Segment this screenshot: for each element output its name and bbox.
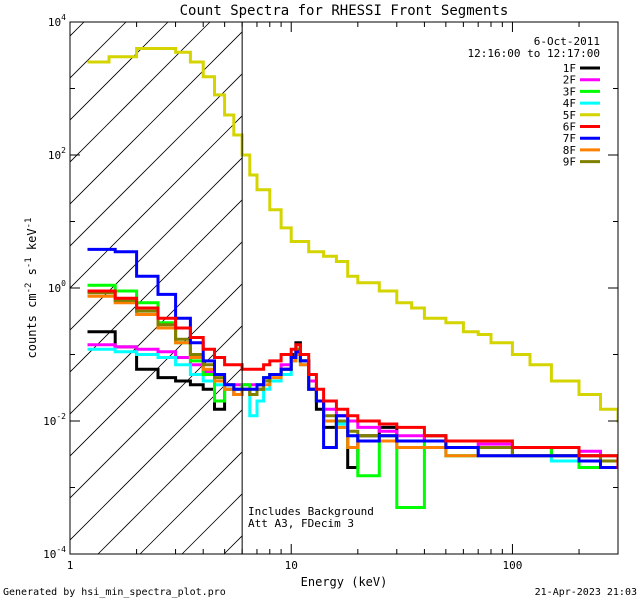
legend-label-5F: 5F bbox=[563, 109, 576, 122]
hatch-line bbox=[70, 22, 211, 163]
y-axis-label: counts cm-2 s-1 keV-1 bbox=[24, 218, 39, 359]
hatch-line bbox=[70, 367, 243, 541]
hatch-line bbox=[518, 22, 640, 554]
x-tick-label: 100 bbox=[503, 559, 523, 572]
y-label-exp-2: -1 bbox=[24, 257, 34, 268]
legend-label-7F: 7F bbox=[563, 132, 576, 145]
y-label-exp-1: -2 bbox=[24, 283, 34, 294]
observation-time-range: 12:16:00 to 12:17:00 bbox=[468, 47, 600, 60]
legend-label-6F: 6F bbox=[563, 121, 576, 134]
hatch-line bbox=[0, 22, 42, 554]
y-label-part-1: counts cm bbox=[25, 293, 39, 358]
legend-label-4F: 4F bbox=[563, 97, 576, 110]
hatch-line bbox=[70, 241, 243, 415]
legend-label-1F: 1F bbox=[563, 62, 576, 75]
legend-label-3F: 3F bbox=[563, 85, 576, 98]
hatched-excluded-region bbox=[0, 22, 640, 554]
footer-timestamp: 21-Apr-2023 21:03 bbox=[535, 587, 637, 598]
hatch-line bbox=[70, 283, 243, 457]
hatch-line bbox=[70, 31, 243, 205]
legend-label-2F: 2F bbox=[563, 74, 576, 87]
axis-ticks: 1 10 100 10-4 10-2 100 102 104 bbox=[43, 13, 619, 572]
observation-date: 6-Oct-2011 bbox=[534, 35, 600, 48]
series-group bbox=[87, 47, 618, 509]
hatch-line bbox=[70, 73, 243, 247]
chart-title: Count Spectra for RHESSI Front Segments bbox=[180, 3, 509, 19]
series-line-4F bbox=[87, 347, 618, 469]
hatch-line bbox=[70, 157, 243, 331]
y-tick-label: 10-4 bbox=[43, 545, 66, 561]
y-tick-label: 10-2 bbox=[43, 412, 66, 428]
series-line-7F bbox=[87, 247, 618, 469]
footer-generated-by: Generated by hsi_min_spectra_plot.pro bbox=[3, 587, 226, 598]
y-label-exp-3: -1 bbox=[24, 218, 34, 229]
legend-label-8F: 8F bbox=[563, 144, 576, 157]
hatch-line bbox=[70, 325, 243, 499]
hatch-line bbox=[602, 22, 640, 554]
hatch-line bbox=[139, 451, 243, 554]
series-line-6F bbox=[87, 289, 618, 469]
hatch-line bbox=[70, 22, 169, 121]
hatch-line bbox=[223, 535, 243, 554]
series-line-5F bbox=[87, 47, 618, 423]
hatch-line bbox=[97, 409, 243, 554]
legend-label-9F: 9F bbox=[563, 156, 576, 169]
x-tick-label: 10 bbox=[285, 559, 298, 572]
y-label-part-2: s bbox=[25, 268, 39, 282]
hatch-line bbox=[70, 199, 243, 373]
y-label-part-3: keV bbox=[25, 228, 39, 257]
x-axis-label: Energy (keV) bbox=[301, 575, 388, 589]
annotation-background: Includes Background bbox=[248, 505, 374, 518]
series-line-2F bbox=[87, 343, 618, 463]
y-tick-label: 100 bbox=[48, 279, 66, 295]
hatch-line bbox=[70, 22, 127, 79]
y-tick-label: 102 bbox=[48, 146, 66, 162]
plot-frame bbox=[69, 21, 619, 555]
x-tick-label: 1 bbox=[67, 559, 74, 572]
y-tick-label: 104 bbox=[48, 13, 66, 29]
annotation-attenuator: Att A3, FDecim 3 bbox=[248, 517, 354, 530]
hatch-line bbox=[392, 22, 640, 554]
